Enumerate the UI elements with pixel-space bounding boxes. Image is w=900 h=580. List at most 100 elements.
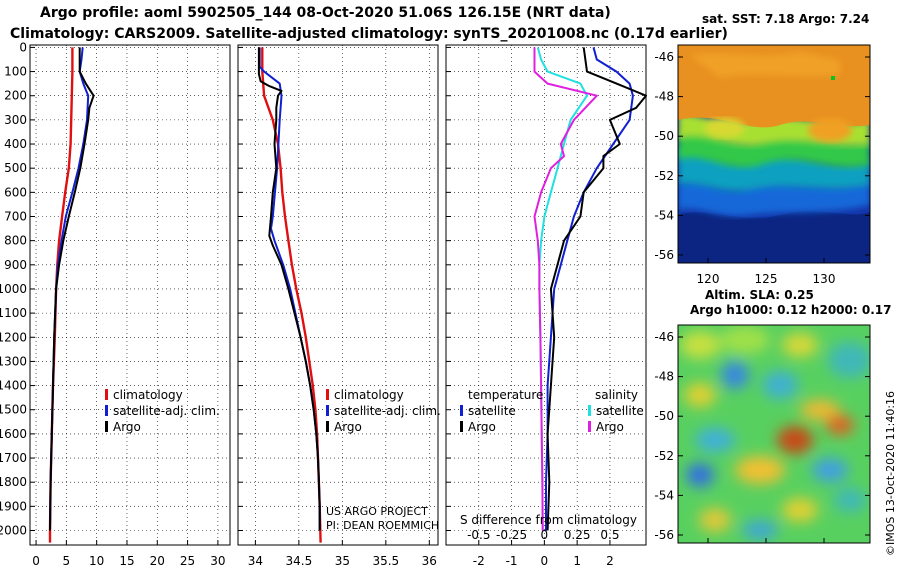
difference-x-ticks: -2 -1 0 1 2 xyxy=(473,554,614,568)
x-tick-label: 30 xyxy=(210,554,225,568)
lat-label: -48 xyxy=(654,90,674,104)
project-annotation: US ARGO PROJECT xyxy=(326,505,428,518)
depth-tick-label: 1300 xyxy=(0,354,27,368)
depth-tick-label: 500 xyxy=(4,161,27,175)
series-argo xyxy=(257,47,321,531)
x-tick-label: 10 xyxy=(89,554,104,568)
difference-grid xyxy=(446,45,646,545)
legend-climatology: climatology xyxy=(113,388,183,402)
lat-label: -46 xyxy=(654,50,674,64)
depth-tick-label: 300 xyxy=(4,113,27,127)
sst-map-ticks: -46 -48 -50 -52 -54 -56 xyxy=(654,50,870,263)
legend-sal-satellite: satellite xyxy=(596,404,644,418)
depth-axis: 0 100 200 300 400 500 600 700 800 900 1000 1100 1200… xyxy=(0,40,27,537)
x-tick-label: 15 xyxy=(119,554,134,568)
depth-tick-label: 1700 xyxy=(0,451,27,465)
sst-title: sat. SST: 7.18 Argo: 7.24 xyxy=(702,12,870,26)
salinity-legend: climatology satellite-adj. clim. Argo xyxy=(326,388,441,434)
lon-label: 130 xyxy=(813,272,836,286)
x-tick-label: 5 xyxy=(63,554,71,568)
salinity-x-ticks: 34 34.5 35 35.5 36 xyxy=(248,554,437,568)
x-tick-label: 0 xyxy=(541,554,549,568)
s-diff-tick-label: 0.25 xyxy=(564,528,591,542)
sla-map-ticks: -46 -48 -50 -52 -54 -56 xyxy=(654,330,870,543)
depth-tick-label: 700 xyxy=(4,209,27,223)
salinity-panel: 34 34.5 35 35.5 36 climatology satellite-adj… xyxy=(237,44,441,568)
temperature-grid xyxy=(30,45,230,545)
series-argo xyxy=(49,47,95,531)
lat-label: -54 xyxy=(654,488,674,502)
legend-mark-temp-argo xyxy=(460,421,463,432)
depth-tick-label: 1100 xyxy=(0,306,27,320)
depth-tick-label: 400 xyxy=(4,137,27,151)
temperature-frame xyxy=(29,44,231,546)
depth-tick-label: 2000 xyxy=(0,524,27,538)
salinity-difference-ticks: -0.5 -0.25 0 0.25 0.5 xyxy=(467,528,619,542)
legend-satellite: satellite-adj. clim. xyxy=(113,404,220,418)
lat-label: -52 xyxy=(654,169,674,183)
legend-mark-climatology xyxy=(326,389,329,400)
legend-mark-climatology xyxy=(105,389,108,400)
depth-tick-label: 900 xyxy=(4,258,27,272)
depth-tick-label: 1500 xyxy=(0,403,27,417)
legend-mark-satellite xyxy=(326,405,329,416)
lat-label: -56 xyxy=(654,528,674,542)
x-tick-label: 34.5 xyxy=(286,554,313,568)
depth-tick-label: 0 xyxy=(19,40,27,54)
depth-tick-label: 1400 xyxy=(0,379,27,393)
x-tick-label: 35 xyxy=(335,554,350,568)
legend-salinity-header: salinity xyxy=(595,388,638,402)
s-diff-tick-label: 0.5 xyxy=(600,528,619,542)
legend-satellite: satellite-adj. clim. xyxy=(334,404,441,418)
difference-legend: temperature salinity satellite Argo sate… xyxy=(460,388,644,434)
temperature-legend: climatology satellite-adj. clim. Argo xyxy=(105,388,220,434)
x-tick-label: 1 xyxy=(573,554,581,568)
salinity-lines xyxy=(257,47,322,543)
depth-tick-label: 200 xyxy=(4,89,27,103)
legend-mark-temp-satellite xyxy=(460,405,463,416)
s-diff-tick-label: -0.5 xyxy=(467,528,490,542)
sla-title-1: Altim. SLA: 0.25 xyxy=(705,288,814,302)
sla-title-2: Argo h1000: 0.12 h2000: 0.17 xyxy=(690,303,892,317)
depth-tick-label: 1800 xyxy=(0,475,27,489)
pi-annotation: PI: DEAN ROEMMICH xyxy=(326,519,439,532)
credit-text: ©IMOS 13-Oct-2020 11:40:16 xyxy=(884,390,897,556)
legend-argo: Argo xyxy=(334,420,362,434)
legend-temp-satellite: satellite xyxy=(468,404,516,418)
legend-temp-argo: Argo xyxy=(468,420,496,434)
depth-tick-label: 800 xyxy=(4,234,27,248)
legend-temperature-header: temperature xyxy=(468,388,543,402)
lat-label: -46 xyxy=(654,330,674,344)
legend-mark-argo xyxy=(105,421,108,432)
series-temperature-satellite xyxy=(545,47,634,531)
x-tick-label: 2 xyxy=(606,554,614,568)
lat-label: -52 xyxy=(654,449,674,463)
x-tick-label: 20 xyxy=(150,554,165,568)
lat-label: -50 xyxy=(654,129,674,143)
legend-mark-satellite xyxy=(105,405,108,416)
lat-label: -50 xyxy=(654,409,674,423)
salinity-grid xyxy=(238,45,438,545)
temperature-lines xyxy=(48,47,95,543)
temperature-panel: 0 5 10 15 20 25 30 climatology satellite-adj. … xyxy=(29,44,231,568)
lon-label: 125 xyxy=(755,272,778,286)
legend-mark-sal-satellite xyxy=(588,405,591,416)
s-diff-tick-label: -0.25 xyxy=(496,528,527,542)
temperature-x-ticks: 0 5 10 15 20 25 30 xyxy=(32,554,225,568)
legend-mark-argo xyxy=(326,421,329,432)
difference-panel: -2 -1 0 1 2 -0.5 -0.25 0 0.25 0.5 temperature sa… xyxy=(445,44,647,568)
x-tick-label: 0 xyxy=(32,554,40,568)
lat-label: -54 xyxy=(654,208,674,222)
legend-argo: Argo xyxy=(113,420,141,434)
legend-sal-argo: Argo xyxy=(596,420,624,434)
s-diff-tick-label: 0 xyxy=(541,528,549,542)
legend-climatology: climatology xyxy=(334,388,404,402)
series-salinity-argo xyxy=(533,47,598,531)
title-line-2: Climatology: CARS2009. Satellite-adjuste… xyxy=(10,26,728,42)
lat-label: -56 xyxy=(654,248,674,262)
x-tick-label: 25 xyxy=(180,554,195,568)
salinity-frame xyxy=(237,44,439,546)
x-tick-label: 36 xyxy=(422,554,437,568)
series-temperature-argo xyxy=(546,47,647,531)
